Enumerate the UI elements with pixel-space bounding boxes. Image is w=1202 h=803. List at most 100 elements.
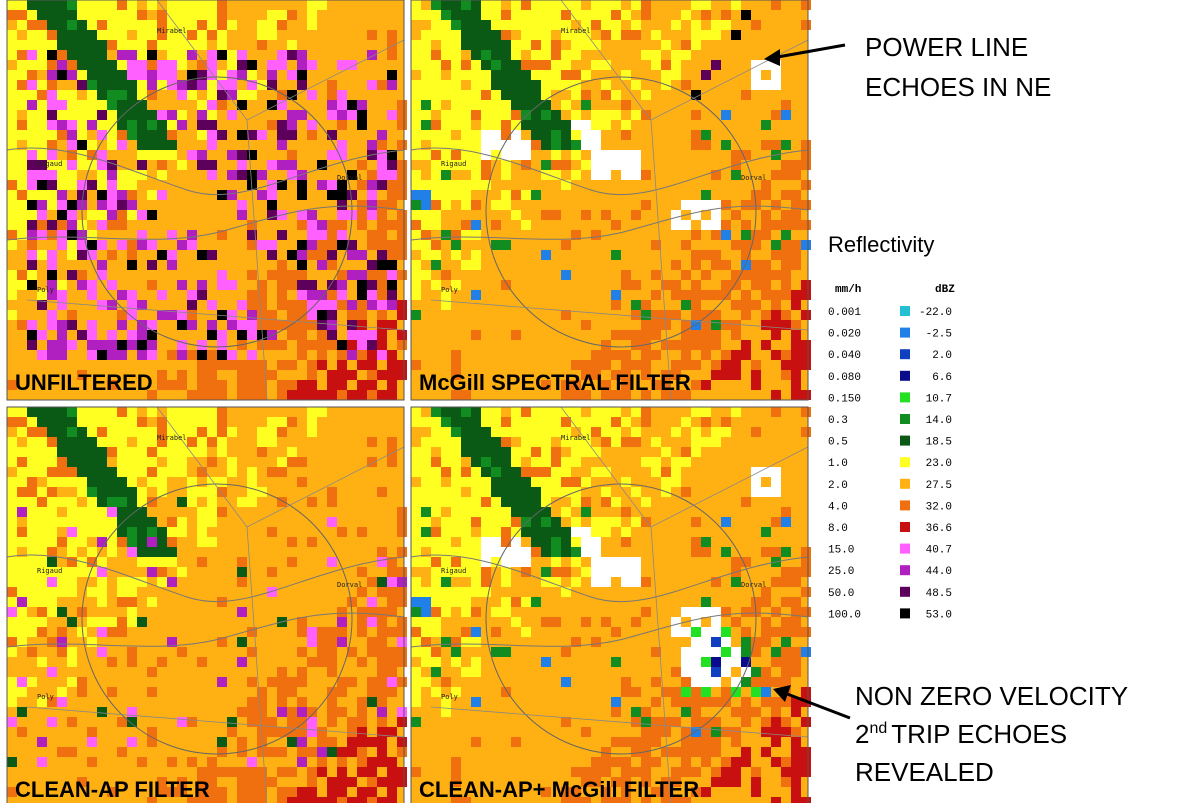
radar-cell [227,150,237,160]
radar-cell [421,507,431,517]
radar-cell [501,190,511,200]
radar-cell [67,547,77,557]
radar-cell [97,190,107,200]
radar-cell [421,270,431,280]
radar-cell [57,537,67,547]
radar-cell [791,350,801,360]
radar-cell [591,10,601,20]
radar-cell [791,627,801,637]
legend: 0.001-22.00.020-2.50.0402.00.0806.60.150… [828,306,952,621]
radar-cell [47,180,57,190]
radar-cell [37,80,47,90]
radar-cell [77,457,87,467]
radar-cell [451,50,461,60]
radar-cell [237,60,247,70]
radar-cell [551,40,561,50]
radar-cell [541,617,551,627]
radar-cell [511,40,521,50]
radar-cell [347,310,357,320]
radar-cell [461,230,471,240]
radar-cell [501,467,511,477]
radar-cell [297,707,307,717]
radar-cell [521,80,531,90]
radar-cell [347,737,357,747]
radar-cell [711,340,721,350]
map-label: Poly [441,693,458,701]
radar-cell [247,150,257,160]
radar-cell [441,677,451,687]
radar-cell [357,627,367,637]
radar-cell [461,20,471,30]
radar-cell [317,647,327,657]
radar-cell [377,637,387,647]
radar-cell [7,577,17,587]
radar-cell [377,280,387,290]
radar-cell [147,527,157,537]
radar-cell [721,667,731,677]
radar-cell [297,280,307,290]
radar-cell [17,170,27,180]
radar-cell [7,437,17,447]
radar-cell [741,717,751,727]
radar-cell [237,360,247,370]
radar-cell [471,457,481,467]
radar-cell [421,417,431,427]
radar-cell [431,407,441,417]
radar-cell [127,130,137,140]
radar-cell [327,747,337,757]
radar-cell [631,407,641,417]
radar-cell [287,717,297,727]
map-label: Poly [37,286,54,294]
radar-cell [781,547,791,557]
radar-cell [107,407,117,417]
radar-cell [441,180,451,190]
radar-cell [731,320,741,330]
radar-cell [57,517,67,527]
radar-cell [411,80,421,90]
radar-cell [701,627,711,637]
radar-cell [721,110,731,120]
radar-cell [57,447,67,457]
radar-cell [511,477,521,487]
radar-cell [127,10,137,20]
radar-cell [367,637,377,647]
radar-cell [367,737,377,747]
radar-cell [77,140,87,150]
radar-cell [491,50,501,60]
radar-cell [377,290,387,300]
radar-cell [257,360,267,370]
radar-cell [237,707,247,717]
radar-cell [277,60,287,70]
radar-cell [27,280,37,290]
radar-cell [237,777,247,787]
radar-cell [357,380,367,390]
radar-cell [97,110,107,120]
radar-cell [711,767,721,777]
radar-cell [77,507,87,517]
radar-cell [217,280,227,290]
radar-cell [431,180,441,190]
radar-cell [481,90,491,100]
radar-cell [621,330,631,340]
radar-cell [411,417,421,427]
radar-cell [421,100,431,110]
radar-cell [117,517,127,527]
radar-cell [561,457,571,467]
radar-cell [27,407,37,417]
radar-cell [107,350,117,360]
radar-cell [681,417,691,427]
radar-cell [551,537,561,547]
radar-cell [37,537,47,547]
radar-cell [771,487,781,497]
radar-cell [801,360,811,370]
radar-cell [541,417,551,427]
radar-cell [187,80,197,90]
radar-cell [731,727,741,737]
radar-cell [711,727,721,737]
radar-cell [461,517,471,527]
radar-cell [47,200,57,210]
radar-cell [571,477,581,487]
radar-cell [27,497,37,507]
map-label: Mirabel [157,434,187,442]
radar-cell [377,260,387,270]
